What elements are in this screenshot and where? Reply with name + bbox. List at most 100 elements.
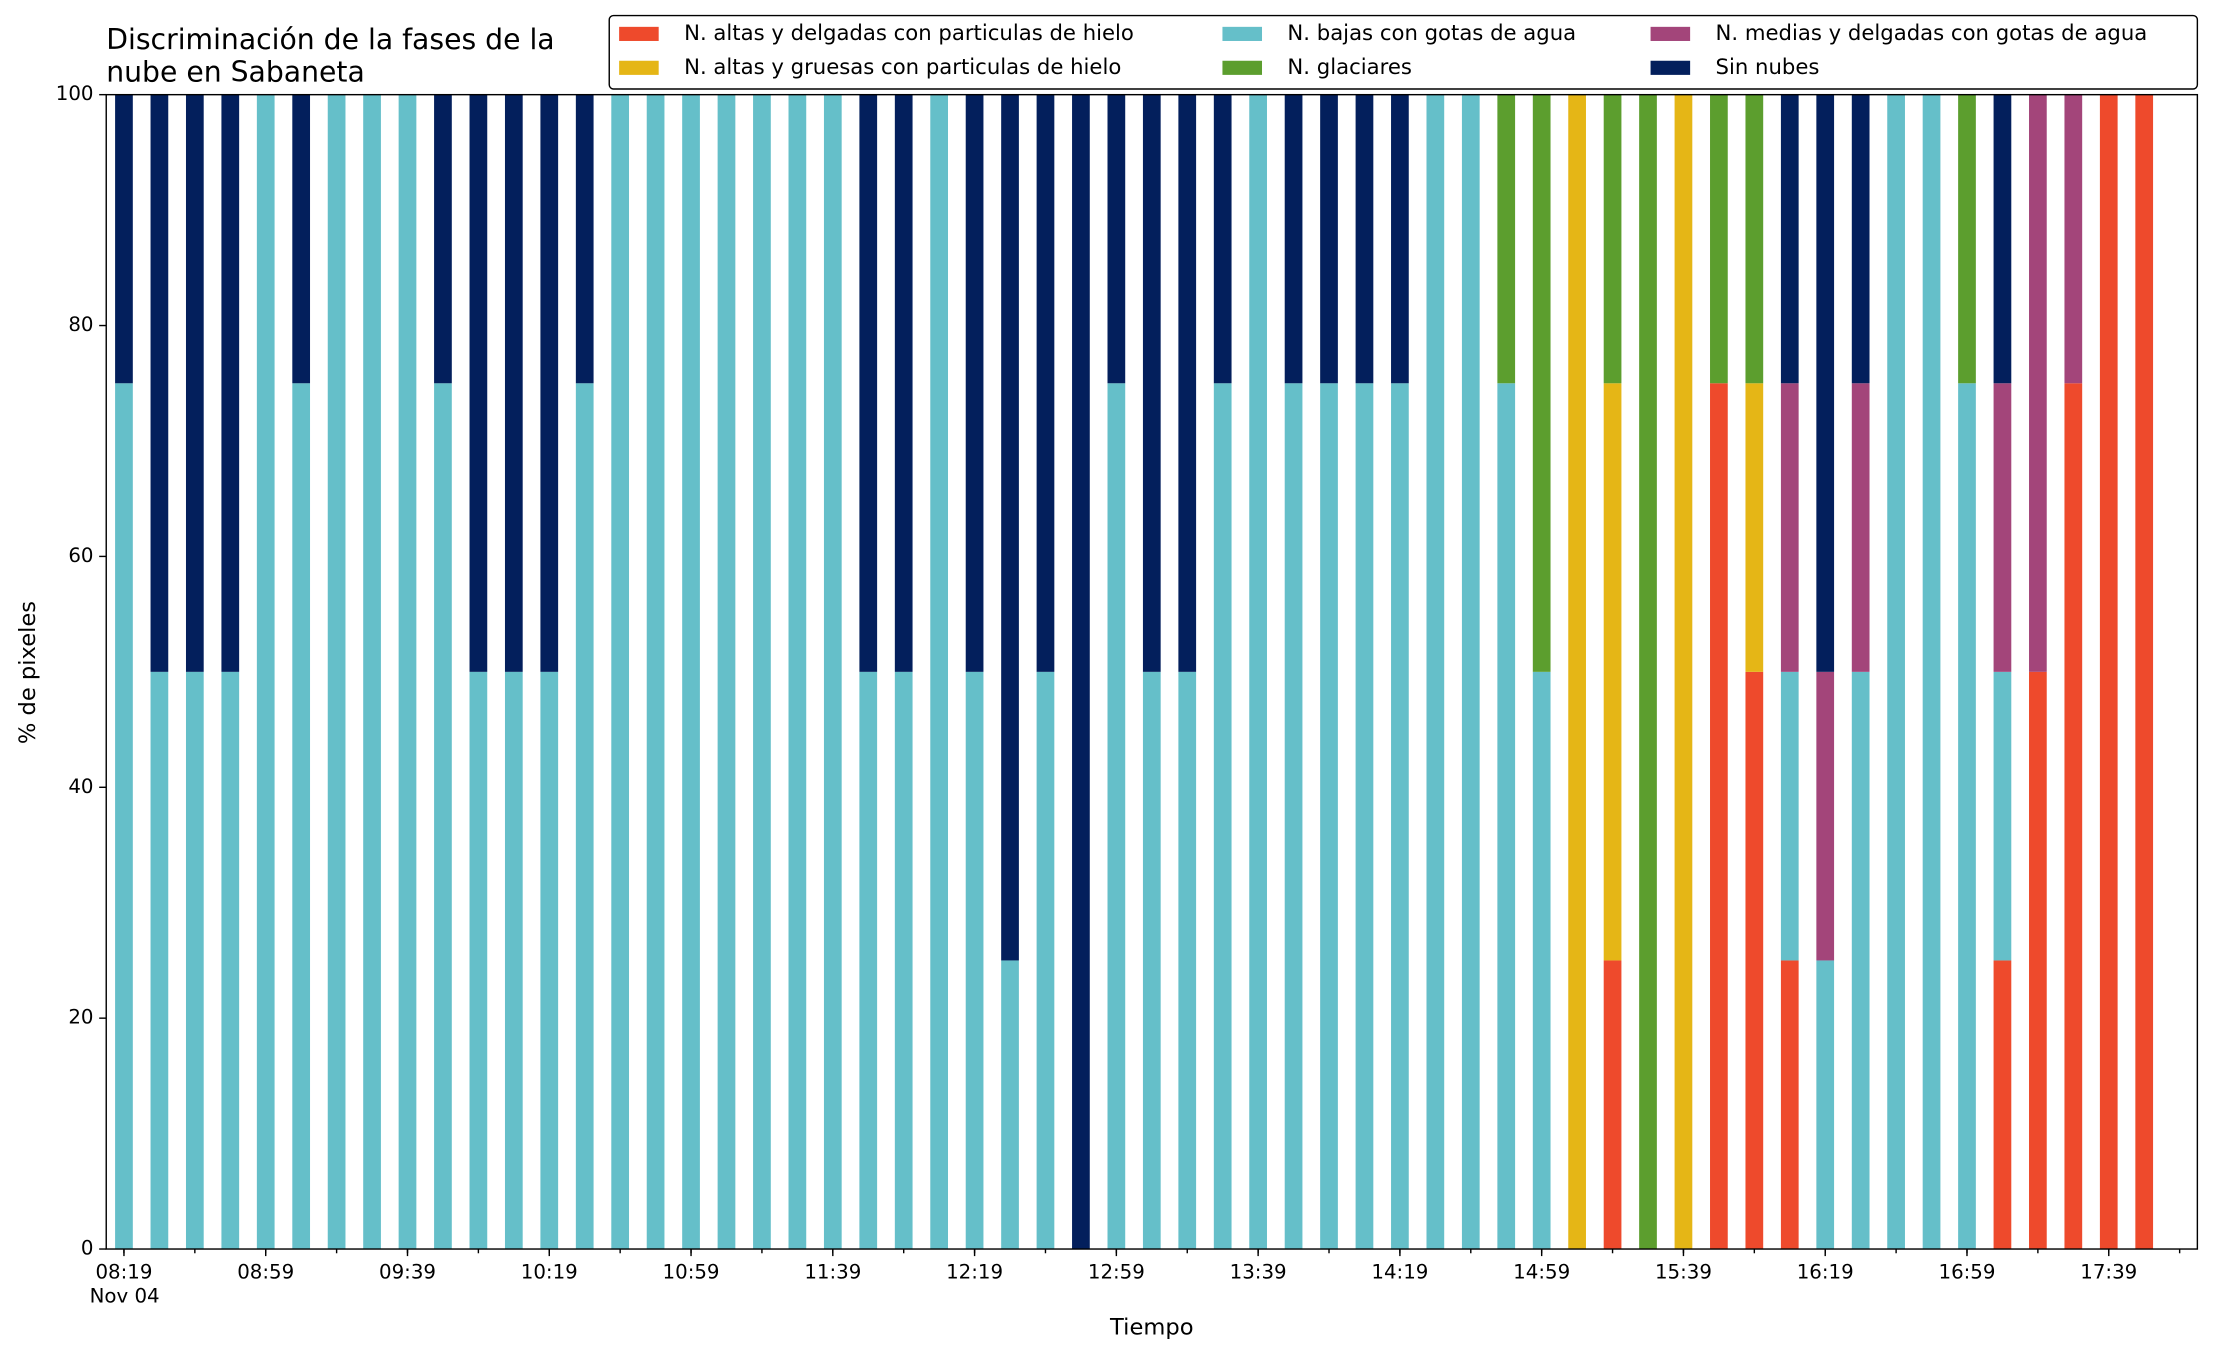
bar-segment [1603, 94, 1622, 384]
legend-label: N. altas y gruesas con particulas de hie… [684, 54, 1121, 79]
bar-segment [646, 94, 665, 1250]
bar-segment [1710, 383, 1728, 1250]
bar-segment [1320, 383, 1338, 1250]
bar-segment [185, 671, 204, 1250]
bar-segment [1568, 94, 1586, 1250]
y-tick-label: 60 [68, 544, 93, 567]
x-tick-label: 10:19 [521, 1261, 578, 1284]
bar-segment [1461, 94, 1480, 1250]
bar-segment [717, 94, 736, 1250]
bar-segment [823, 94, 842, 1250]
bar-segment [1001, 94, 1019, 961]
x-tick-label: 09:39 [379, 1261, 436, 1284]
bar-segment [2064, 94, 2083, 384]
x-tick-label: 10:59 [663, 1261, 720, 1284]
bar-segment [1993, 94, 2012, 384]
y-tick-label: 20 [68, 1006, 93, 1029]
bar-segment [575, 94, 594, 384]
bar-segment [150, 94, 169, 672]
x-tick-label: 14:59 [1513, 1261, 1570, 1284]
bar-segment [1816, 671, 1835, 961]
bar-segment [398, 94, 417, 1250]
bar-segment [930, 94, 949, 1250]
bar-segment [1497, 94, 1516, 384]
bar-segment [965, 94, 984, 672]
chart-title: nube en Sabaneta [106, 55, 365, 88]
bar-segment [504, 671, 523, 1250]
bar-segment [894, 94, 913, 672]
bar-segment [1284, 383, 1303, 1250]
y-tick-label: 100 [56, 82, 94, 105]
bar-segment [1780, 94, 1799, 384]
bar-segment [1072, 94, 1090, 1250]
bar-segment [434, 383, 452, 1250]
bar-segment [965, 671, 984, 1250]
bar-segment [292, 94, 311, 384]
bar-segment [1851, 383, 1870, 672]
bar-segment [1780, 960, 1799, 1250]
bar-segment [1851, 671, 1870, 1250]
bar-segment [150, 671, 169, 1250]
y-tick-label: 0 [81, 1237, 94, 1260]
bar-segment [2099, 94, 2118, 1250]
bar-segment [1532, 671, 1551, 1250]
bar-segment [1745, 94, 1764, 384]
bar-segment [1780, 671, 1799, 961]
bar-segment [469, 94, 488, 672]
legend-label: N. medias y delgadas con gotas de agua [1716, 20, 2148, 45]
bar-segment [1284, 94, 1303, 384]
bar-segment [1213, 383, 1232, 1250]
bar-segment [363, 94, 381, 1250]
bar-segment [1355, 383, 1374, 1250]
bar-segment [894, 671, 913, 1250]
bar-segment [1355, 94, 1374, 384]
legend-label: N. altas y delgadas con particulas de hi… [684, 20, 1134, 45]
bar-segment [1142, 94, 1161, 672]
x-axis-label: Tiempo [1109, 1315, 1193, 1341]
chart-title: Discriminación de la fases de la [106, 23, 554, 56]
bar-segment [540, 671, 559, 1250]
x-tick-label: 08:59 [237, 1261, 294, 1284]
legend-swatch [1650, 60, 1691, 75]
x-tick-label: 16:19 [1797, 1261, 1854, 1284]
bar-segment [1958, 94, 1976, 384]
x-tick-label: 14:19 [1371, 1261, 1428, 1284]
bar-segment [1249, 94, 1267, 1250]
bar-segment [1639, 94, 1657, 1250]
bar-segment [1532, 94, 1551, 672]
bar-segment [256, 94, 275, 1250]
bar-segment [1922, 94, 1941, 1250]
x-tick-label: 16:59 [1939, 1261, 1996, 1284]
bar-segment [1320, 94, 1338, 384]
bar-segment [611, 94, 630, 1250]
bar-segment [575, 383, 594, 1250]
plot-area [115, 94, 2154, 1250]
bar-segment [2064, 383, 2083, 1250]
legend-label: N. glaciares [1287, 54, 1411, 79]
x-tick-label: 08:19 [95, 1261, 152, 1284]
bar-segment [2029, 671, 2047, 1250]
bar-segment [540, 94, 559, 672]
plot-frame [105, 93, 2199, 1250]
bar-segment [859, 94, 878, 672]
bar-segment [682, 94, 700, 1250]
bar-segment [1603, 383, 1622, 961]
bar-segment [1497, 383, 1516, 1250]
bar-segment [292, 383, 311, 1250]
x-tick-label: 12:59 [1088, 1261, 1145, 1284]
bar-segment [221, 94, 240, 672]
bar-segment [115, 383, 133, 1250]
legend-label: Sin nubes [1716, 54, 1820, 79]
bar-segment [221, 671, 240, 1250]
bar-segment [1993, 671, 2012, 961]
bar-segment [1178, 94, 1197, 672]
x-date-label: Nov 04 [90, 1285, 160, 1308]
bar-segment [1887, 94, 1905, 1250]
bar-segment [1816, 94, 1835, 672]
bar-segment [1107, 383, 1126, 1250]
bar-segment [1993, 383, 2012, 672]
bar-segment [504, 94, 523, 672]
bar-segment [1745, 383, 1764, 672]
bar-segment [1426, 94, 1445, 1250]
